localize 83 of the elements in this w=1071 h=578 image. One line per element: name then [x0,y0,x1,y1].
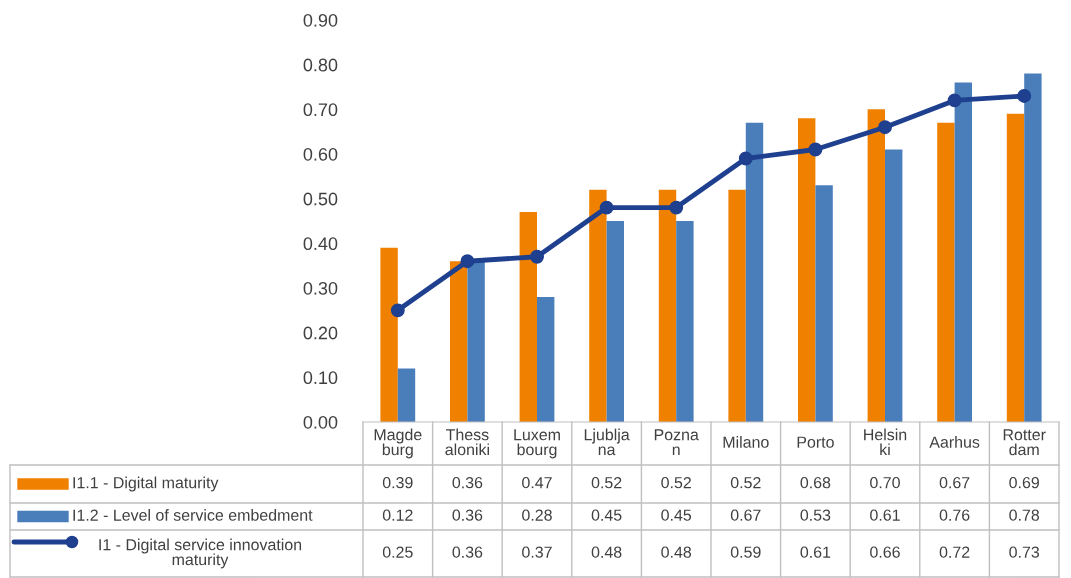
point [808,142,823,157]
bar [450,261,468,422]
data-label: 0.28 [522,509,552,521]
y-tick-label: 0.00 [303,415,338,429]
data-label: 0.45 [591,509,622,521]
data-label: 0.70 [870,476,900,489]
point [390,303,405,318]
data-label: 0.66 [870,546,900,558]
point [460,254,475,269]
data-label: 0.37 [522,546,552,558]
data-label: 0.61 [800,546,831,558]
data-label: 0.36 [452,509,483,521]
bar [589,189,607,422]
x-tick-label: Porto [797,436,834,448]
point [878,120,892,135]
bar [885,149,903,422]
bar [519,212,537,422]
data-label: 0.52 [730,476,761,489]
point [947,93,962,108]
data-label: 0.68 [800,476,831,489]
data-label: 0.53 [800,509,831,521]
data-label: 0.69 [1009,476,1039,489]
x-tick-label: Aarhus [929,436,980,448]
data-label: 0.61 [870,509,900,521]
data-label: 0.45 [661,509,692,521]
y-tick-label: 0.70 [303,103,338,117]
point [669,200,684,215]
data-label: 0.36 [452,476,483,489]
data-label: 0.12 [382,509,413,521]
data-label: 0.25 [382,546,413,558]
bar [380,247,398,422]
legend-label: I1.2 - Level of service embedment [73,509,313,521]
y-tick-label: 0.40 [303,237,338,251]
y-tick-label: 0.90 [303,13,338,27]
bar [798,118,816,422]
data-label: 0.67 [730,509,761,521]
y-tick-label: 0.60 [303,147,338,161]
y-tick-label: 0.20 [303,326,338,340]
data-label: 0.52 [661,476,691,489]
data-label: 0.76 [939,509,970,521]
data-label: 0.73 [1009,546,1040,558]
bar [728,189,746,422]
x-tick-label: Rotterdam [1003,429,1046,456]
point [599,200,614,215]
legend-label: I1 - Digital service innovation maturity [99,538,302,569]
bar [606,221,624,422]
data-label: 0.72 [939,546,970,558]
x-tick-label: Poznan [654,429,699,456]
x-tick-label: Luxembourg [514,429,560,459]
data-label: 0.78 [1009,509,1040,521]
bar [537,296,555,422]
x-tick-label: Ljubljana [584,428,630,456]
bar [937,122,955,422]
bar [954,82,972,422]
y-tick-label: 0.80 [303,58,338,72]
bar [467,261,485,422]
bar [676,221,694,422]
bar [815,185,833,422]
bar [1024,73,1042,422]
x-tick-label: Thessaloniki [445,428,489,456]
data-label: 0.67 [939,476,970,489]
data-label: 0.48 [661,546,692,558]
bar [1006,113,1025,422]
data-label: 0.36 [452,546,483,558]
data-label: 0.47 [522,476,552,489]
bar [745,122,764,422]
x-tick-label: Milano [723,436,769,448]
y-tick-label: 0.10 [303,371,338,385]
legend-label: I1.1 - Digital maturity [73,476,219,492]
data-label: 0.39 [382,476,413,489]
bar [658,189,677,422]
data-label: 0.48 [591,546,622,558]
point [1017,88,1032,103]
data-label: 0.59 [730,546,761,558]
point [738,151,753,166]
x-tick-label: Magdeburg [374,428,422,459]
point [530,249,544,264]
bar [867,109,885,422]
y-tick-label: 0.50 [303,192,338,206]
x-tick-label: Helsinki [864,428,907,456]
bar [397,368,416,422]
y-tick-label: 0.30 [303,281,338,295]
data-label: 0.52 [591,476,622,489]
